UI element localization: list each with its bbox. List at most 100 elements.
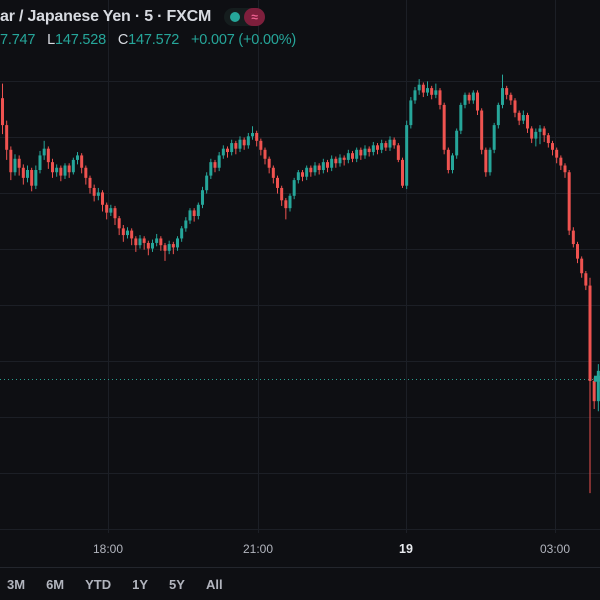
candle-body bbox=[167, 244, 171, 251]
candle-body bbox=[513, 100, 517, 113]
range-button-3m[interactable]: 3M bbox=[4, 575, 28, 594]
candle-body bbox=[280, 187, 284, 201]
candle-body bbox=[417, 84, 421, 91]
time-axis[interactable]: 18:00 21:00 19 03:00 bbox=[0, 533, 600, 567]
candle-body bbox=[51, 162, 55, 173]
candle-body bbox=[559, 157, 563, 166]
candle-body bbox=[367, 148, 371, 153]
chart-canvas[interactable]: ar / Japanese Yen · 5 · FXCM ≈ 7.747 L14… bbox=[0, 0, 600, 533]
candle-body bbox=[192, 210, 196, 217]
candle-body bbox=[134, 238, 138, 246]
candle-body bbox=[163, 245, 167, 251]
candle-body bbox=[188, 210, 192, 221]
candle-body bbox=[401, 159, 405, 186]
close-value: 147.572 bbox=[128, 32, 180, 48]
range-button-1y[interactable]: 1Y bbox=[129, 575, 151, 594]
candle-body bbox=[155, 238, 159, 243]
candle-body bbox=[334, 158, 338, 164]
candle-body bbox=[117, 218, 121, 229]
candle-body bbox=[113, 208, 117, 219]
range-button-all[interactable]: All bbox=[203, 575, 226, 594]
candle-body bbox=[63, 165, 67, 176]
candle-body bbox=[426, 88, 430, 93]
candle-body bbox=[180, 228, 184, 239]
range-button-ytd[interactable]: YTD bbox=[82, 575, 114, 594]
candle-body bbox=[205, 175, 209, 191]
candle-body bbox=[326, 162, 330, 168]
close-label: C bbox=[117, 32, 129, 48]
candle-body bbox=[221, 148, 225, 156]
symbol-title[interactable]: ar / Japanese Yen · 5 · FXCM bbox=[0, 8, 212, 25]
candle-body bbox=[30, 169, 34, 186]
candle-body bbox=[121, 228, 125, 236]
ohlc-row[interactable]: 7.747 L147.528 C147.572 +0.007 (+0.00%) bbox=[0, 32, 296, 48]
last-price-marker bbox=[594, 375, 600, 382]
candle-body bbox=[34, 169, 38, 186]
candle-body bbox=[142, 238, 146, 243]
range-button-6m[interactable]: 6M bbox=[43, 575, 67, 594]
candle-body bbox=[284, 200, 288, 209]
time-axis-label: 19 bbox=[399, 542, 413, 556]
candle-body bbox=[234, 143, 238, 149]
low-label: L bbox=[47, 32, 56, 48]
candle-body bbox=[476, 92, 480, 111]
candle-body bbox=[71, 159, 75, 173]
candle-body bbox=[330, 158, 334, 168]
low-value: 147.528 bbox=[55, 32, 107, 48]
candle-body bbox=[409, 100, 413, 126]
candle-body bbox=[371, 145, 375, 153]
range-button-5y[interactable]: 5Y bbox=[166, 575, 188, 594]
candle-body bbox=[346, 153, 350, 160]
candle-body bbox=[463, 94, 467, 105]
candle-body bbox=[246, 136, 250, 146]
candle-body bbox=[238, 139, 242, 149]
time-axis-label: 21:00 bbox=[242, 542, 274, 556]
candle-body bbox=[446, 149, 450, 170]
candle-body bbox=[592, 380, 596, 402]
candle-body bbox=[88, 177, 92, 188]
candle-body bbox=[376, 145, 380, 150]
candle-body bbox=[84, 167, 88, 178]
candle-body bbox=[67, 165, 71, 173]
candle-body bbox=[46, 148, 50, 163]
candle-body bbox=[359, 149, 363, 156]
candle-body bbox=[305, 167, 309, 177]
candlestick-chart[interactable] bbox=[0, 0, 600, 533]
candle-body bbox=[571, 230, 575, 245]
candle-body bbox=[159, 238, 163, 246]
candle-body bbox=[392, 139, 396, 146]
candle-body bbox=[271, 167, 275, 178]
candle-body bbox=[267, 158, 271, 168]
candle-body bbox=[171, 244, 175, 248]
candle-body bbox=[96, 192, 100, 196]
candle-body bbox=[467, 94, 471, 101]
candle-body bbox=[509, 94, 513, 101]
candle-body bbox=[59, 167, 63, 176]
time-axis-label: 18:00 bbox=[92, 542, 124, 556]
candle-body bbox=[542, 128, 546, 136]
candle-body bbox=[380, 143, 384, 150]
candle-body bbox=[226, 148, 230, 153]
candle-body bbox=[251, 132, 255, 137]
candle-body bbox=[421, 84, 425, 93]
market-open-dot-icon bbox=[230, 12, 241, 22]
candle-body bbox=[296, 172, 300, 181]
candle-body bbox=[317, 165, 321, 170]
candle-body bbox=[26, 169, 30, 178]
candle-body bbox=[438, 90, 442, 105]
candle-body bbox=[388, 139, 392, 148]
delayed-data-icon: ≈ bbox=[244, 8, 266, 26]
candle-body bbox=[217, 155, 221, 168]
candle-body bbox=[430, 88, 434, 95]
candle-body bbox=[263, 149, 267, 159]
market-status-toggle[interactable]: ≈ bbox=[224, 8, 266, 26]
range-selector: 3M 6M YTD 1Y 5Y All bbox=[4, 575, 226, 594]
candle-body bbox=[351, 153, 355, 159]
candle-body bbox=[292, 180, 296, 196]
candle-body bbox=[209, 162, 213, 176]
candle-body bbox=[442, 104, 446, 150]
candle-body bbox=[530, 128, 534, 139]
candle-body bbox=[434, 90, 438, 95]
candle-body bbox=[259, 140, 263, 150]
